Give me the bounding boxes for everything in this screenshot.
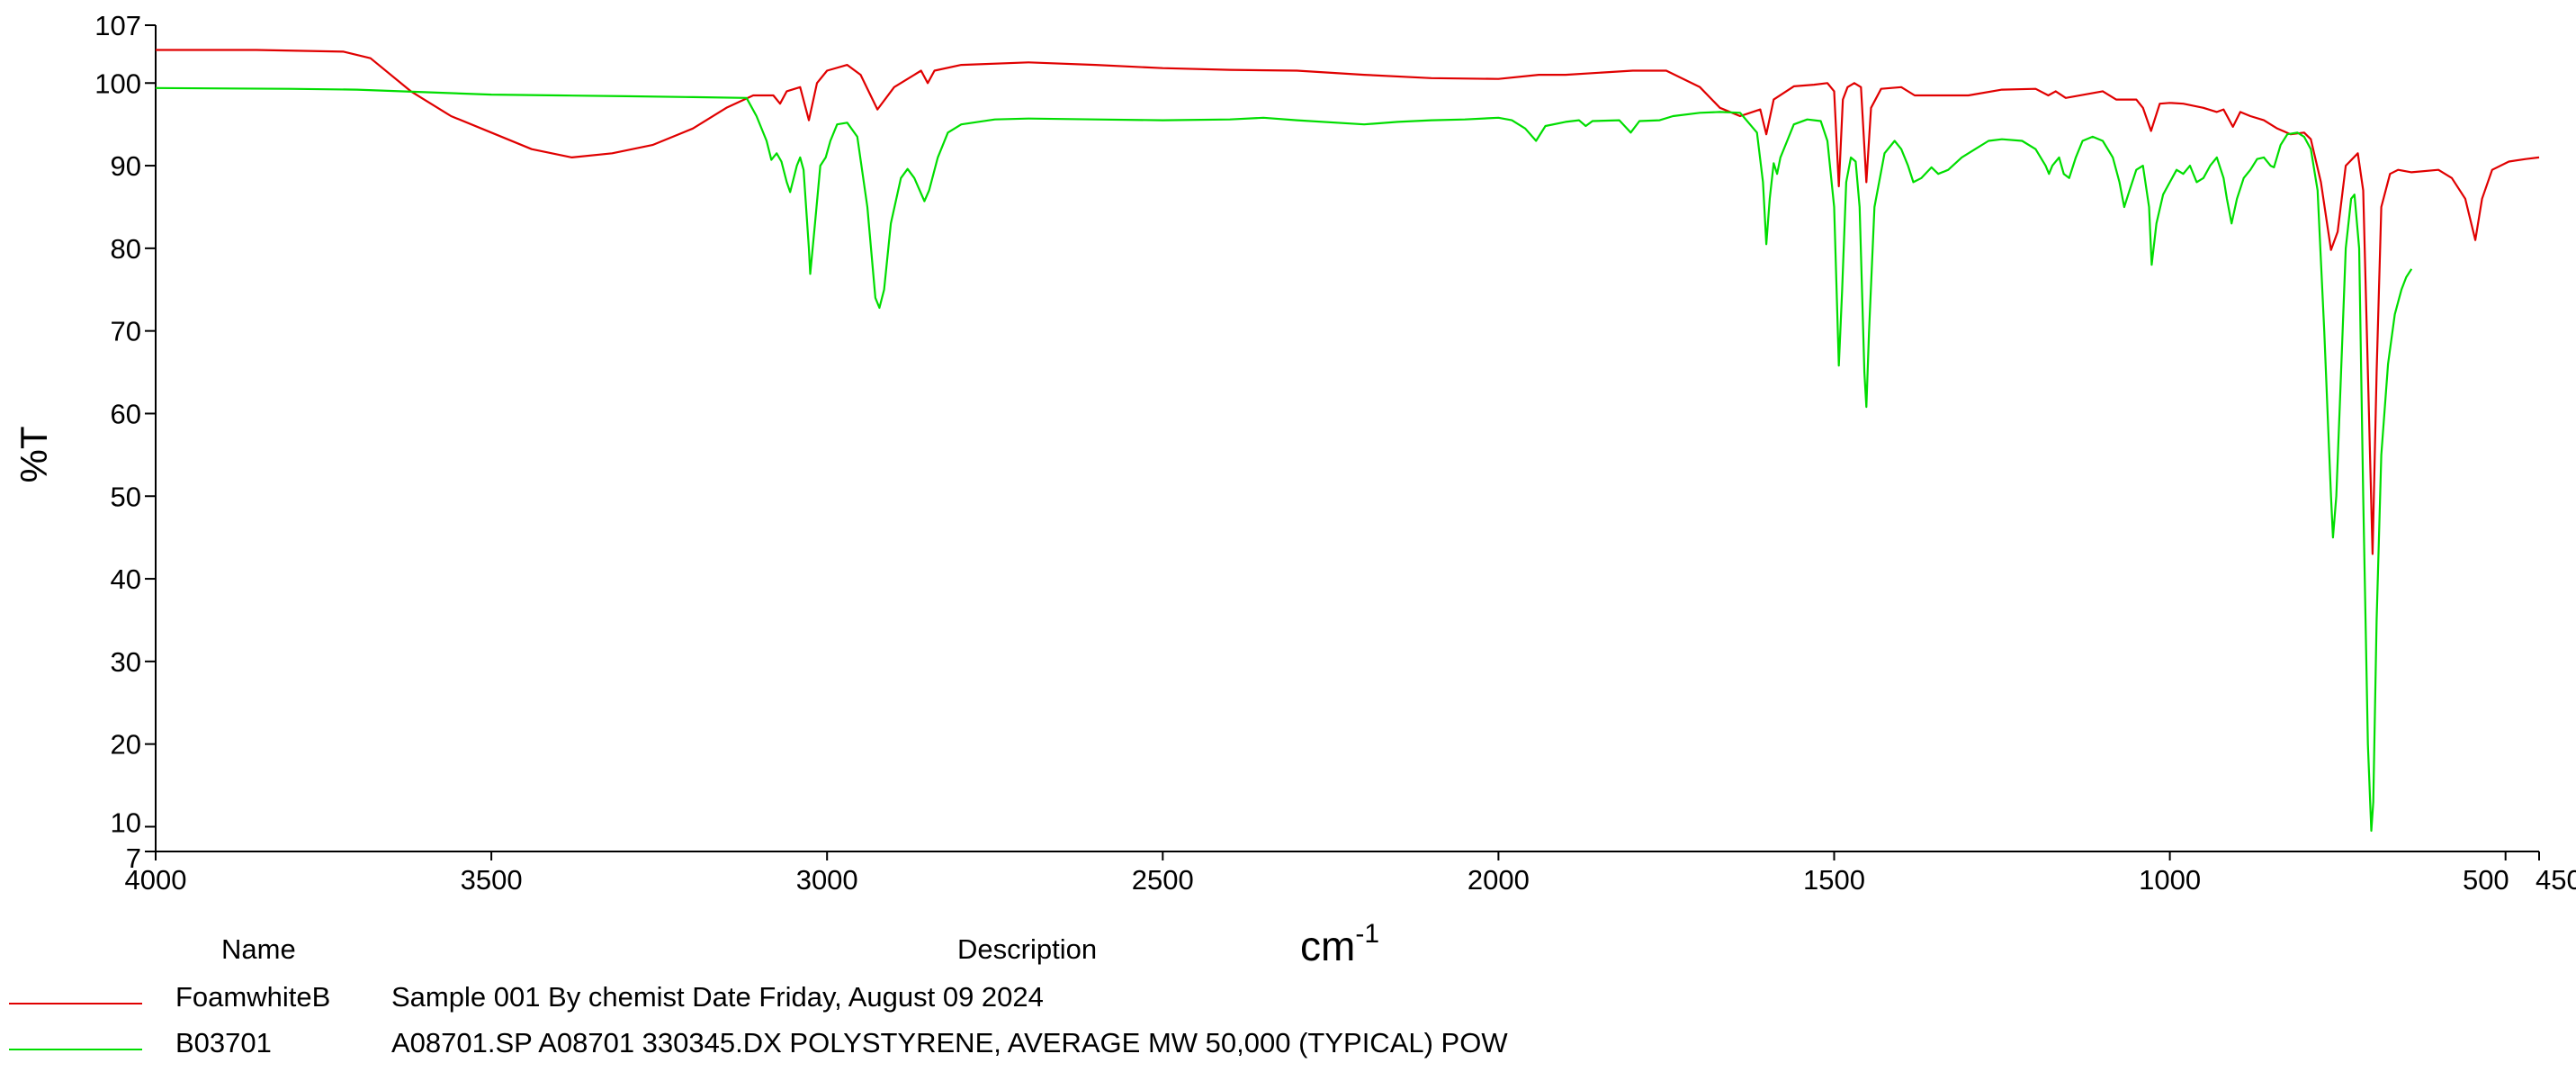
x-tick-label: 1000: [2139, 864, 2201, 896]
series-line-foamwhiteb: [156, 49, 2540, 555]
y-tick-label: 30: [111, 646, 141, 678]
legend-entry-description: A08701.SP A08701 330345.DX POLYSTYRENE, …: [391, 1027, 1508, 1058]
chart-axes: [155, 25, 2539, 852]
series-lines: [155, 49, 2540, 833]
y-tick-label: 40: [111, 563, 141, 595]
y-tick-label: 100: [94, 68, 141, 99]
legend-name-header: Name: [221, 933, 296, 965]
y-tick-label: 60: [111, 398, 141, 429]
y-tick-label: 80: [111, 233, 141, 265]
y-tick-label: 70: [111, 316, 141, 347]
svg-text:cm-1: cm-1: [1300, 919, 1379, 969]
y-tick-label: 10: [111, 806, 141, 838]
x-axis-label-text: cm: [1300, 923, 1355, 969]
x-tick-label: 2000: [1468, 864, 1530, 896]
legend-entry-name: FoamwhiteB: [175, 981, 331, 1013]
x-tick-label: 2500: [1132, 864, 1194, 896]
x-tick-label: 450: [2536, 864, 2576, 896]
x-tick-label: 500: [2463, 864, 2509, 896]
y-tick-label: 20: [111, 729, 141, 761]
y-axis-ticks: 7 10 20 30 40 50 60 70 80 90 100 107: [94, 10, 156, 874]
x-tick-label: 1500: [1803, 864, 1865, 896]
ir-spectrum-chart: 7 10 20 30 40 50 60 70 80 90 100 107 4000 3500 3000 25…: [13, 10, 2576, 896]
y-tick-label: 107: [94, 10, 141, 41]
legend-entry: FoamwhiteB Sample 001 By chemist Date Fr…: [0, 981, 1800, 1021]
series-line-b03701: [155, 86, 2413, 833]
y-tick-label: 90: [111, 150, 141, 182]
y-tick-label: 7: [126, 842, 141, 874]
x-tick-label: 3500: [461, 864, 523, 896]
x-axis-ticks: 4000 3500 3000 2500 2000 1500 1000 500 450: [125, 851, 2576, 896]
legend-swatch-red: [9, 1003, 142, 1004]
y-tick-label: 50: [111, 481, 141, 512]
x-tick-label: 4000: [125, 864, 187, 896]
legend-entry-name: B03701: [175, 1027, 272, 1058]
y-axis-label: %T: [13, 427, 55, 483]
x-axis-label-superscript: -1: [1355, 919, 1379, 949]
x-tick-label: 3000: [796, 864, 858, 896]
legend-entry-description: Sample 001 By chemist Date Friday, Augus…: [391, 981, 1044, 1013]
legend-entry: B03701 A08701.SP A08701 330345.DX POLYST…: [0, 1027, 1800, 1067]
legend-swatch-green: [9, 1049, 142, 1050]
legend-description-header: Description: [957, 933, 1098, 965]
x-axis-title: cm-1: [1300, 919, 1379, 969]
